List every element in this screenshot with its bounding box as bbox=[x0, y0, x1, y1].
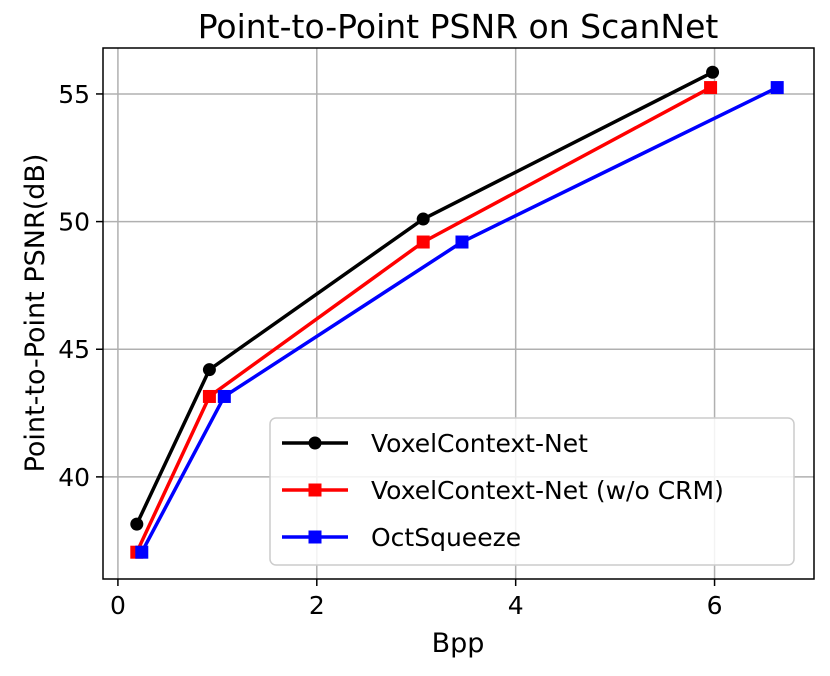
chart-title: Point-to-Point PSNR on ScanNet bbox=[198, 7, 719, 46]
y-tick-label: 50 bbox=[58, 208, 90, 237]
series-layer bbox=[130, 65, 784, 559]
x-tick-label: 6 bbox=[707, 591, 723, 620]
legend-marker bbox=[308, 530, 322, 544]
y-tick-label: 40 bbox=[58, 463, 90, 492]
data-point bbox=[217, 389, 231, 403]
plot-frame bbox=[102, 47, 815, 580]
data-point bbox=[455, 235, 469, 249]
x-tick-label: 0 bbox=[110, 591, 126, 620]
legend-marker bbox=[308, 436, 322, 450]
data-point bbox=[130, 517, 144, 531]
x-tick-label: 2 bbox=[309, 591, 325, 620]
data-point bbox=[704, 81, 718, 95]
y-tick-label: 55 bbox=[58, 80, 90, 109]
y-tick-label: 45 bbox=[58, 335, 90, 364]
x-axis-label: Bpp bbox=[432, 628, 485, 659]
data-point bbox=[416, 235, 430, 249]
series-3 bbox=[135, 81, 784, 559]
legend-label: OctSqueeze bbox=[371, 523, 521, 552]
series-line bbox=[135, 86, 712, 553]
data-point bbox=[416, 212, 430, 226]
series-line bbox=[140, 85, 778, 554]
ticks: 0 2 4 6 40 45 50 55 bbox=[58, 80, 722, 620]
legend-entry: VoxelContext-Net (w/o CRM) bbox=[282, 476, 724, 505]
legend-marker bbox=[308, 483, 322, 497]
legend: VoxelContext-Net VoxelContext-Net (w/o CR… bbox=[269, 417, 795, 566]
legend-label: VoxelContext-Net (w/o CRM) bbox=[371, 476, 724, 505]
legend-entry: OctSqueeze bbox=[282, 523, 521, 552]
data-point bbox=[202, 363, 216, 377]
legend-box bbox=[269, 417, 795, 566]
legend-entries: VoxelContext-Net VoxelContext-Net (w/o CR… bbox=[282, 429, 724, 552]
data-point bbox=[770, 81, 784, 95]
x-tick-label: 4 bbox=[508, 591, 524, 620]
data-point bbox=[706, 65, 720, 79]
data-point bbox=[202, 389, 216, 403]
legend-label: VoxelContext-Net bbox=[371, 429, 588, 458]
series-1 bbox=[130, 65, 720, 531]
data-point bbox=[135, 545, 149, 559]
y-axis-label: Point-to-Point PSNR(dB) bbox=[20, 154, 51, 473]
series-line bbox=[135, 70, 714, 525]
legend-entry: VoxelContext-Net bbox=[282, 429, 588, 458]
